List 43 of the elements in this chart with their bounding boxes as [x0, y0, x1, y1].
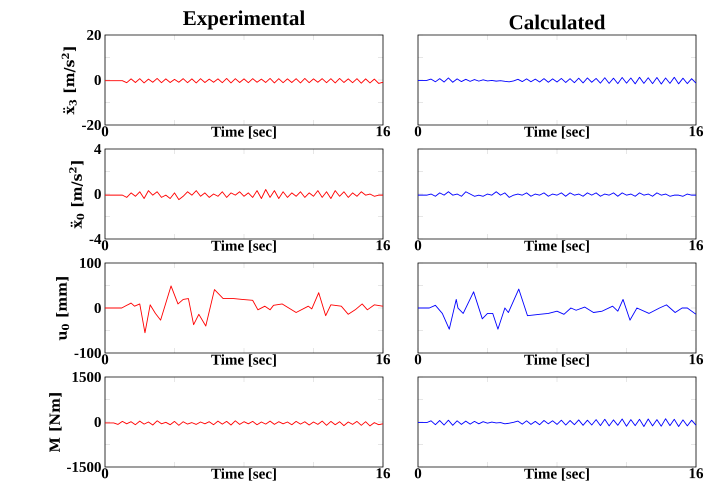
x-tick-label: 16: [690, 126, 704, 136]
y-axis-title: ẍ$_{3}$ [m/s$^{2}$]: [62, 47, 77, 114]
y-tick-label: -4: [90, 234, 102, 244]
y-tick-label: 0: [94, 416, 101, 428]
y-tick-label: 100: [80, 258, 101, 268]
x-axis-title: Time [sec]: [211, 468, 276, 481]
y-tick-label: 0: [94, 302, 101, 314]
y-tick-label: -100: [74, 348, 101, 358]
x-tick-label: 16: [376, 126, 390, 136]
y-tick-label: -20: [82, 120, 101, 130]
x-tick-label: 0: [414, 126, 422, 136]
y-tick-label: 20: [87, 30, 101, 40]
x-tick-label: 16: [690, 354, 704, 364]
y-tick-label: 1500: [72, 372, 101, 382]
x-tick-label: 0: [102, 354, 108, 364]
x-tick-label: 0: [414, 240, 422, 250]
chart-title: Experimental: [183, 10, 305, 30]
x-axis-title: Time [sec]: [211, 240, 276, 253]
x-tick-label: 0: [414, 468, 422, 478]
x-axis-title: Time [sec]: [524, 468, 589, 481]
y-axis-title: u$_{0}$ [mm]: [56, 277, 70, 340]
x-tick-label: 16: [690, 468, 704, 478]
y-tick-label: 0: [94, 188, 101, 200]
line-series: [105, 286, 383, 334]
y-axis-title: ẍ$_{0}$ [m/s$^{2}$]: [69, 161, 84, 228]
x-axis-title: Time [sec]: [524, 240, 589, 253]
x-axis-title: Time [sec]: [211, 126, 276, 139]
y-tick-label: 0: [94, 74, 101, 86]
chart-title: Calculated: [510, 14, 606, 30]
x-tick-label: 16: [690, 240, 704, 250]
x-axis-title: Time [sec]: [524, 354, 589, 367]
y-tick-label: -1500: [67, 462, 101, 472]
x-tick-label: 0: [102, 468, 108, 478]
y-tick-label: 4: [94, 144, 102, 154]
x-tick-label: 0: [102, 126, 108, 136]
x-axis-title: Time [sec]: [211, 354, 276, 367]
x-tick-label: 0: [414, 354, 422, 364]
x-tick-label: 16: [376, 240, 390, 250]
x-tick-label: 16: [376, 354, 390, 364]
x-tick-label: 0: [102, 240, 108, 250]
x-tick-label: 16: [376, 468, 390, 478]
x-axis-title: Time [sec]: [524, 126, 589, 139]
y-axis-title: M [Nm]: [49, 393, 62, 452]
